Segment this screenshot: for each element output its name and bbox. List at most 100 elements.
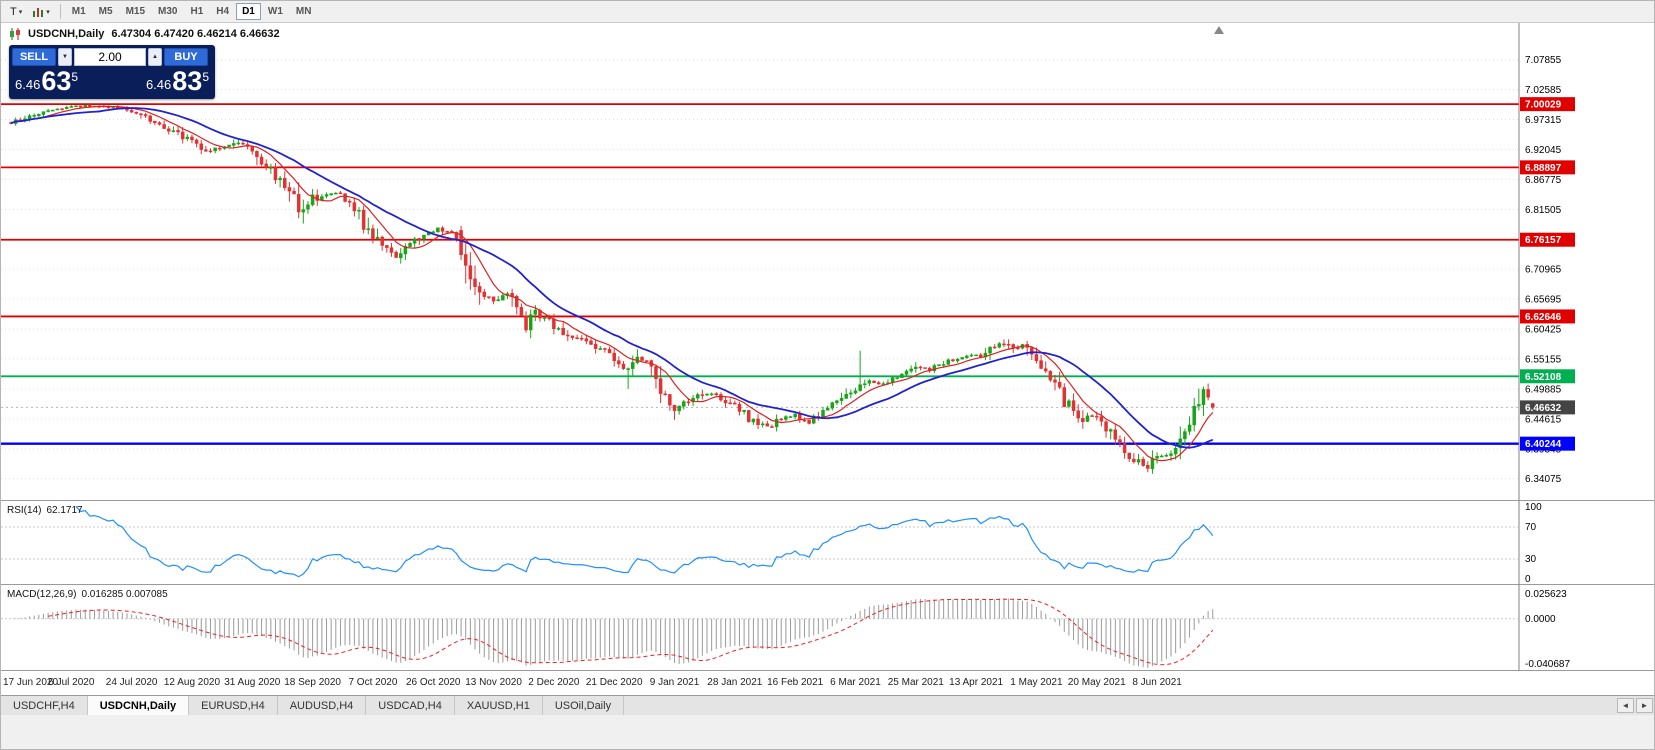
candle-body <box>1187 424 1192 432</box>
volume-increase-button[interactable]: ▲ <box>148 48 162 66</box>
chart-style-button[interactable]: ▾ <box>27 3 55 21</box>
one-click-trading-panel: SELL ▼ ▲ BUY 6.46 63 5 6.46 83 5 <box>9 45 215 99</box>
candle-body <box>881 383 886 385</box>
sell-button[interactable]: SELL <box>12 48 56 66</box>
buy-button[interactable]: BUY <box>164 48 208 66</box>
sell-price[interactable]: 6.46 63 5 <box>15 66 78 96</box>
chart-tab-audusd[interactable]: AUDUSD,H4 <box>277 696 367 715</box>
candle-body <box>487 296 491 298</box>
candle-body <box>515 296 519 308</box>
x-axis-label: 8 Jun 2021 <box>1132 677 1182 688</box>
toolbar-separator <box>59 4 61 19</box>
buy-price[interactable]: 6.46 83 5 <box>146 66 209 96</box>
candle-body <box>793 413 797 418</box>
timeframe-button-w1[interactable]: W1 <box>262 3 289 20</box>
candle-body <box>900 373 904 378</box>
chart-tab-xauusd[interactable]: XAUUSD,H1 <box>454 696 543 715</box>
candle-body <box>231 143 236 146</box>
timeframe-button-d1[interactable]: D1 <box>236 3 261 20</box>
candle-body <box>69 106 74 108</box>
timeframe-button-h1[interactable]: H1 <box>184 3 209 20</box>
timeframe-button-mn[interactable]: MN <box>290 3 318 20</box>
volume-input[interactable] <box>74 48 146 66</box>
candle-body <box>1057 382 1062 388</box>
candle-body <box>1127 452 1131 459</box>
candle-body <box>876 382 881 385</box>
candle-body <box>371 228 375 239</box>
candle-body <box>621 363 626 369</box>
candle-body <box>496 299 500 302</box>
candle-body <box>1108 429 1113 432</box>
timeframe-button-h4[interactable]: H4 <box>210 3 235 20</box>
candle-body <box>440 227 445 232</box>
candle-body <box>1030 347 1034 355</box>
x-axis-label: 25 Mar 2021 <box>888 677 945 688</box>
candle-body <box>904 370 909 375</box>
candle-body <box>974 354 978 357</box>
candle-body <box>853 390 858 394</box>
candle-body <box>236 142 241 145</box>
candle-body <box>737 403 742 412</box>
candle-body <box>1173 448 1178 455</box>
price-axis[interactable]: 7.07855 7.02585 6.97315 6.92045 6.86775 6.815… <box>1518 23 1575 671</box>
chart-tab-usoil[interactable]: USOil,Daily <box>542 696 625 715</box>
macd-axis-label: 0.025623 <box>1525 589 1567 600</box>
timeframe-button-m5[interactable]: M5 <box>93 3 119 20</box>
candle-body <box>491 296 496 302</box>
timeframe-button-m15[interactable]: M15 <box>120 3 151 20</box>
candle-body <box>1067 400 1071 407</box>
rsi-axis-label: 30 <box>1525 554 1537 565</box>
candle-body <box>566 334 570 337</box>
caret-down-icon: ▾ <box>46 8 50 16</box>
candle-body <box>765 423 770 427</box>
candle-body <box>241 142 245 145</box>
candle-body <box>1104 421 1108 432</box>
rsi-line <box>75 505 1214 578</box>
candle-body <box>176 130 180 133</box>
sell-price-sup: 5 <box>71 70 79 84</box>
candle-body <box>733 402 737 405</box>
tab-scroll-right-button[interactable]: ► <box>1636 698 1653 713</box>
timeframe-button-m1[interactable]: M1 <box>66 3 92 20</box>
candle-body <box>403 246 408 255</box>
chart-tab-usdcnh[interactable]: USDCNH,Daily <box>87 696 190 715</box>
tab-scroll-left-button[interactable]: ◄ <box>1617 698 1634 713</box>
candle-body <box>347 200 352 203</box>
template-button[interactable]: T ▾ <box>5 3 27 21</box>
x-axis-label: 12 Aug 2020 <box>164 677 221 688</box>
candle-body <box>1085 415 1090 422</box>
chart-tab-usdcad[interactable]: USDCAD,H4 <box>366 696 455 715</box>
template-button-label: T <box>10 5 17 18</box>
candle-body <box>584 338 589 342</box>
volume-decrease-button[interactable]: ▼ <box>58 48 72 66</box>
candle-body <box>955 358 960 362</box>
candle-body <box>1099 416 1104 422</box>
candle-body <box>849 392 853 395</box>
candle-body <box>412 238 417 244</box>
candle-body <box>41 111 46 115</box>
candle-body <box>292 190 296 195</box>
candle-body <box>742 409 746 412</box>
chart-tab-usdchf[interactable]: USDCHF,H4 <box>1 696 88 715</box>
candle-body <box>556 328 561 330</box>
level-price-label: 6.62646 <box>1525 312 1562 323</box>
candle-body <box>705 393 709 396</box>
candle-body <box>1006 344 1011 346</box>
x-axis-label: 31 Aug 2020 <box>224 677 281 688</box>
chart-canvas[interactable]: 7.07855 7.02585 6.97315 6.92045 6.86775 6.815… <box>1 23 1655 695</box>
candle-body <box>343 193 347 202</box>
candle-body <box>148 115 152 122</box>
rsi-indicator-label: RSI(14) 62.1717 <box>7 505 83 516</box>
timeframe-button-m30[interactable]: M30 <box>152 3 183 20</box>
candle-body <box>997 343 1002 348</box>
candle-body <box>143 114 148 117</box>
candle-body <box>528 314 533 331</box>
y-axis-label: 6.97315 <box>1525 115 1562 126</box>
candle-body <box>269 167 273 169</box>
candle-body <box>988 347 992 354</box>
candle-body <box>524 315 528 331</box>
chart-tab-eurusd[interactable]: EURUSD,H4 <box>189 696 278 715</box>
candle-body <box>770 426 774 428</box>
